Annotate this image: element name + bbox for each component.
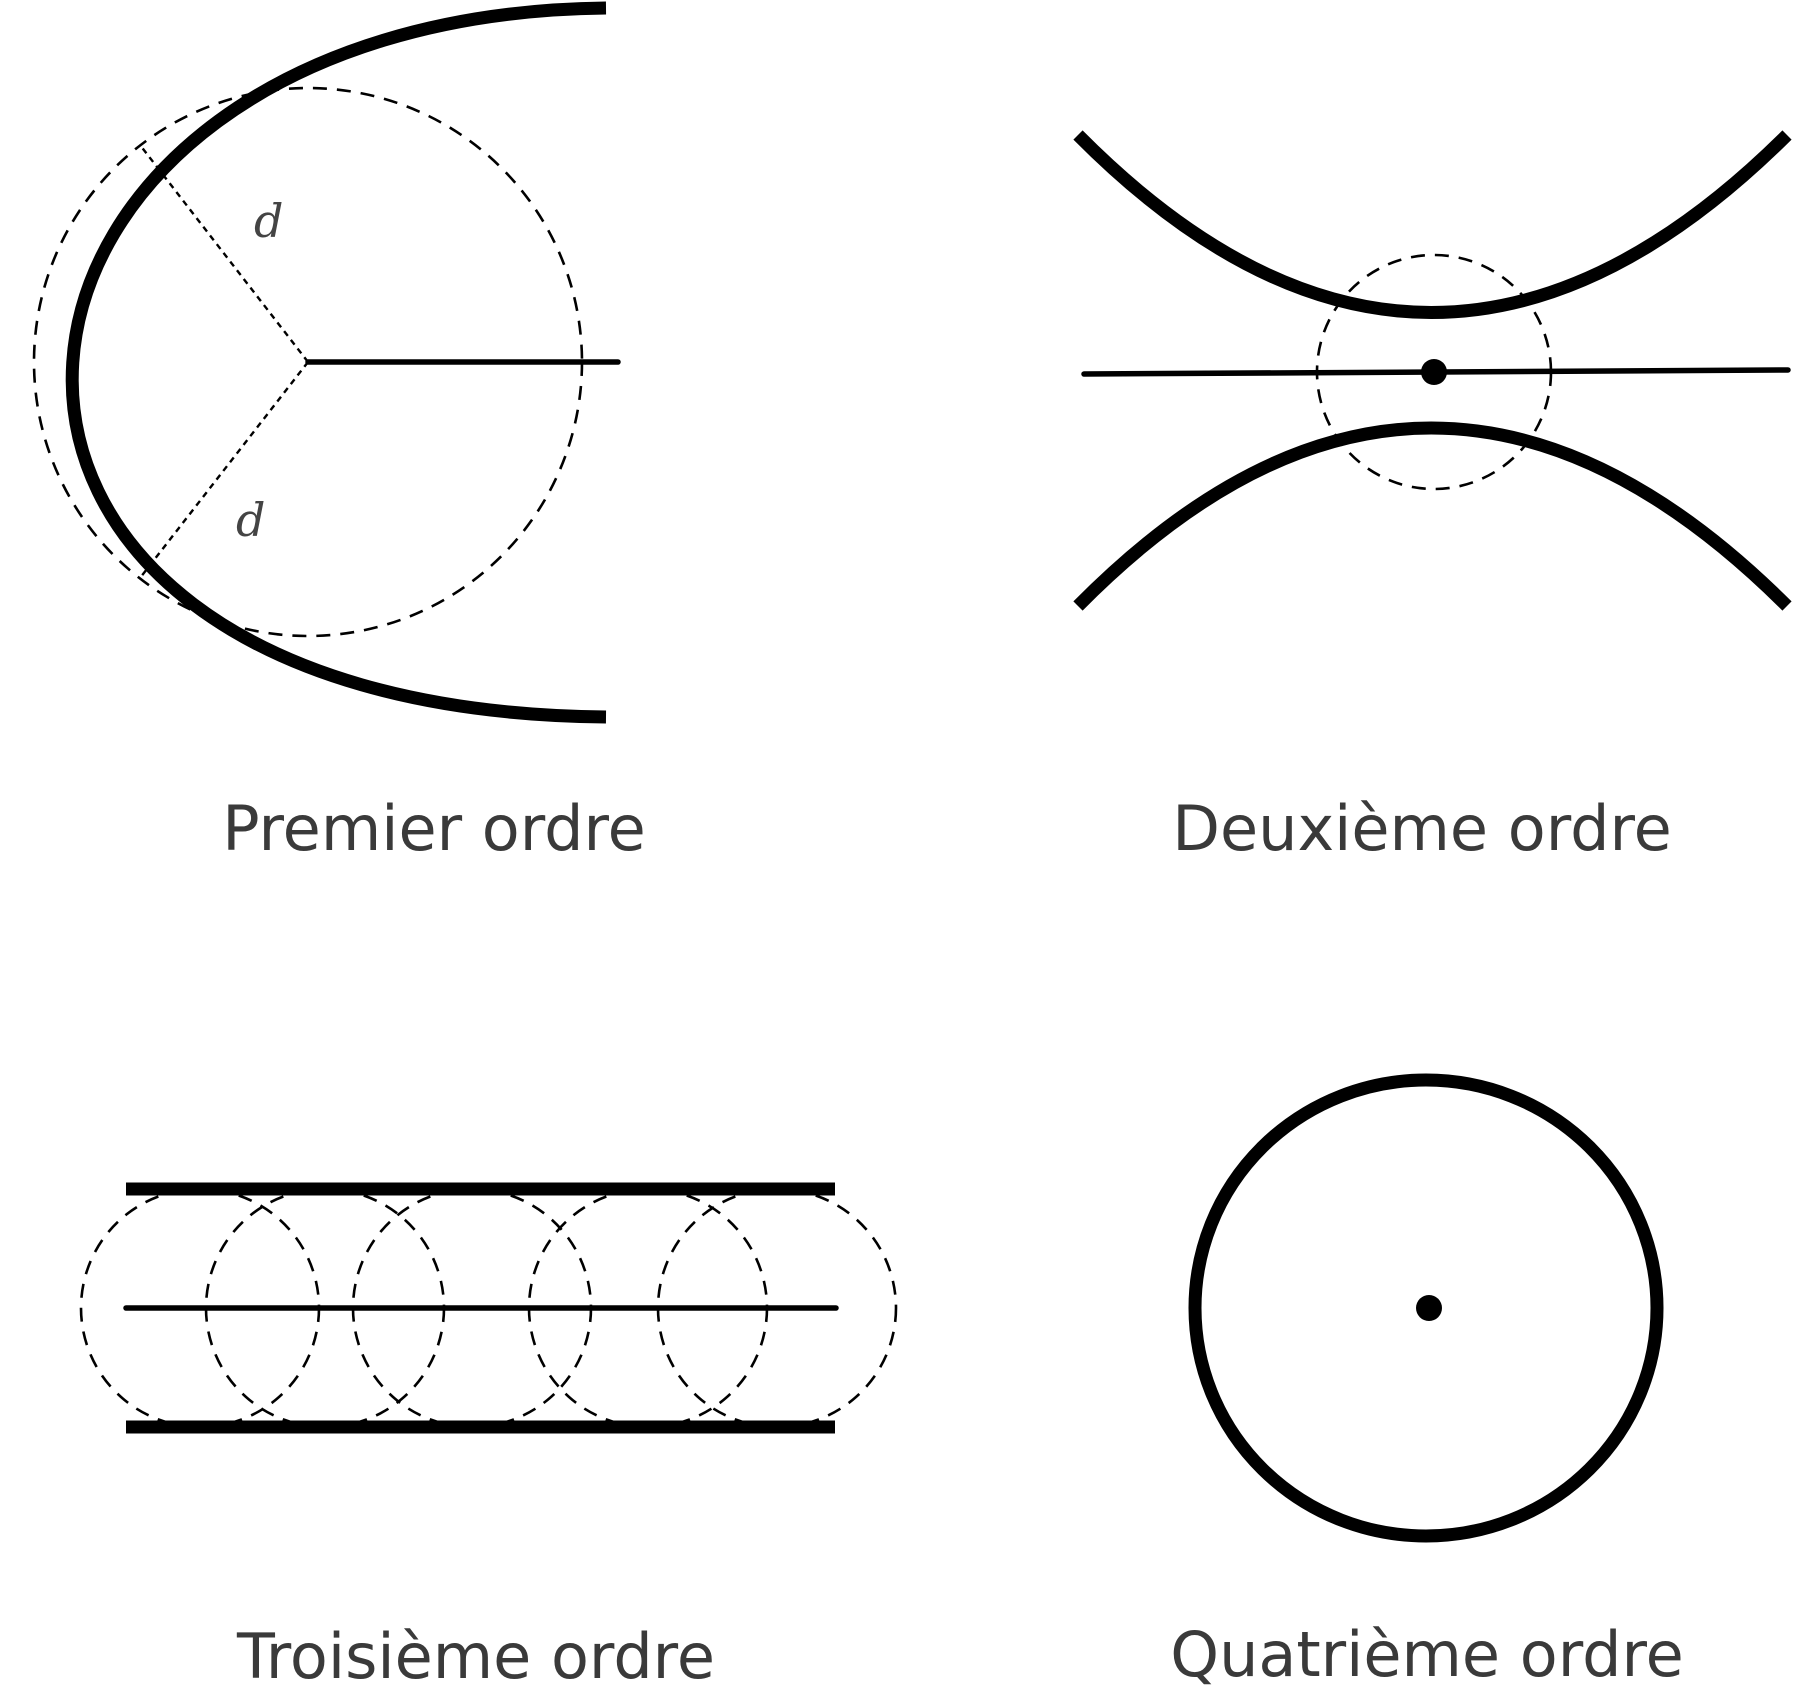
- circle-boundary: [1188, 1073, 1664, 1543]
- maximal-disk-third-5: [656, 1187, 898, 1429]
- center-point: [1416, 1295, 1442, 1321]
- panel-fourth-order: Quatrième ordre: [1170, 1073, 1684, 1687]
- radius-line-upper: [139, 144, 309, 363]
- radius-line-lower: [139, 361, 309, 579]
- panel-first-order: d d Premier ordre: [32, 1, 646, 865]
- caption-second-order: Deuxième ordre: [1172, 792, 1671, 865]
- maximal-disk-third-3: [351, 1187, 593, 1429]
- lower-boundary-curve: [1073, 421, 1792, 611]
- caption-first-order: Premier ordre: [222, 792, 646, 865]
- parabola-boundary: [65, 1, 607, 724]
- maximal-disk-third-2: [204, 1187, 446, 1429]
- upper-boundary-curve: [1073, 130, 1792, 319]
- distance-label-upper: d: [254, 194, 283, 248]
- medial-axis-point: [1421, 359, 1447, 385]
- caption-third-order: Troisième ordre: [236, 1620, 715, 1687]
- maximal-disk-third-1: [79, 1187, 321, 1429]
- maximal-disk-third-4: [527, 1187, 769, 1429]
- distance-label-lower: d: [236, 493, 265, 547]
- panel-second-order: Deuxième ordre: [1073, 130, 1792, 865]
- panel-third-order: Troisième ordre: [79, 1182, 898, 1687]
- caption-fourth-order: Quatrième ordre: [1170, 1618, 1683, 1687]
